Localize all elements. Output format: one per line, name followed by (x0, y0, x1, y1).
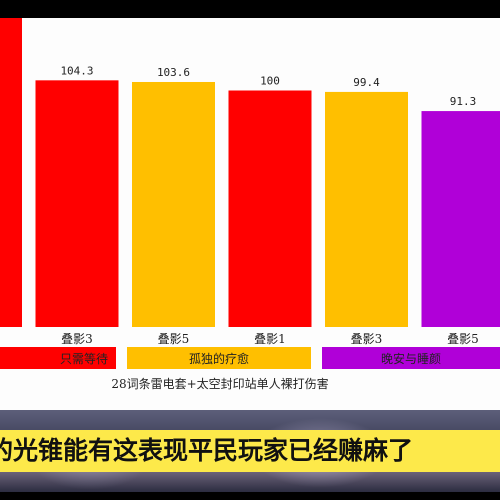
bar-0 (0, 18, 22, 328)
bar-value-label-5: 91.3 (450, 95, 477, 108)
bar-5 (421, 111, 500, 327)
subtitle-text: 的光锥能有这表现平民玩家已经赚麻了 (0, 436, 414, 465)
bar-1 (35, 80, 119, 327)
chart-footnote: 28词条雷电套+太空封印站单人裸打伤害 (111, 376, 328, 391)
category-label-5: 叠影5 (447, 332, 479, 346)
bar-value-label-1: 104.3 (60, 64, 93, 77)
category-label-1: 叠影3 (61, 332, 93, 346)
subtitle-bar: 的光锥能有这表现平民玩家已经赚麻了 (0, 430, 500, 472)
category-label-4: 叠影3 (351, 332, 383, 346)
bar-value-label-2: 103.6 (157, 66, 190, 79)
bar-4 (325, 91, 408, 327)
group-label-0: 只需等待 (60, 352, 108, 366)
bar-value-label-4: 99.4 (353, 76, 380, 89)
bar-chart: 104.3 叠影3 103.6 叠影5 100 叠影1 99.4 叠影3 91.3 叠影5 只需等待… (0, 18, 500, 391)
group-label-1: 孤独的疗愈 (189, 351, 249, 366)
category-label-3: 叠影1 (254, 332, 286, 346)
category-label-2: 叠影5 (158, 332, 190, 346)
bar-2 (132, 81, 215, 328)
group-band-0 (0, 347, 116, 369)
group-band-1 (127, 347, 311, 369)
group-band-2 (322, 347, 500, 369)
bar-value-label-3: 100 (260, 75, 280, 88)
bar-3 (228, 90, 312, 327)
chart-frame: 104.3 叠影3 103.6 叠影5 100 叠影1 99.4 叠影3 91.3 叠影5 只需等待… (0, 18, 500, 492)
group-label-2: 晚安与睡颜 (381, 351, 441, 366)
